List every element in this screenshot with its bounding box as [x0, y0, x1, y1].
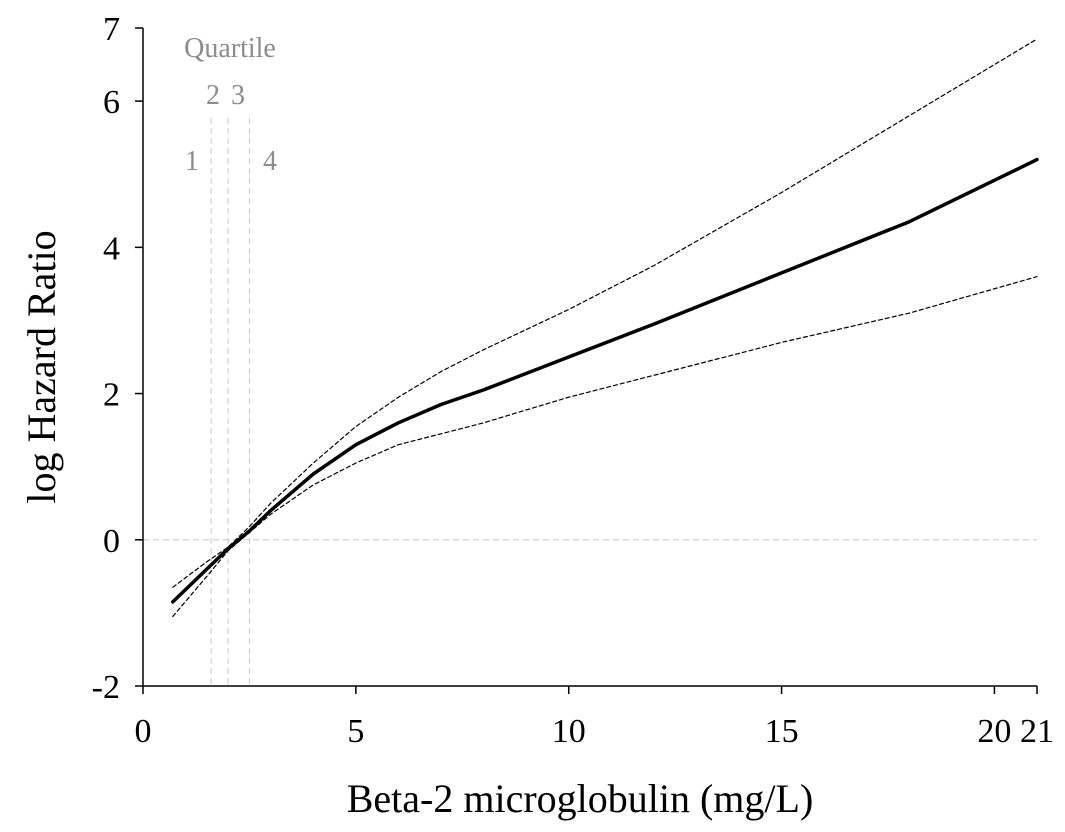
quartile-title: Quartile [184, 33, 276, 64]
x-tick-label: 15 [765, 713, 799, 750]
y-tick-label: 7 [103, 11, 120, 48]
series-line-upper-ci [172, 38, 1038, 588]
axis-layer [142, 28, 1037, 687]
quartile-label-1: 1 [185, 146, 199, 177]
x-tick-label: 10 [552, 713, 586, 750]
series-line-lower-ci [172, 276, 1038, 618]
x-tick-label: 0 [135, 713, 152, 750]
x-axis-title: Beta-2 microglobulin (mg/L) [347, 776, 814, 821]
x-tick-label: 5 [347, 713, 364, 750]
y-axis-title: log Hazard Ratio [19, 230, 64, 503]
y-tick-label: 2 [103, 377, 120, 414]
quartile-label-3: 3 [231, 80, 245, 111]
series-line-estimate [171, 157, 1039, 604]
x-tick-label: 20 [977, 713, 1011, 750]
y-tick-label: 6 [103, 84, 120, 121]
quartile-label-4: 4 [263, 146, 277, 177]
quartile-label-2: 2 [206, 80, 220, 111]
y-tick-label: 0 [103, 523, 120, 560]
y-tick-label: 4 [103, 230, 120, 267]
quartile-layer: Quartile 1 2 3 4 [184, 33, 277, 686]
x-tick-label: 21 [1020, 713, 1054, 750]
y-tick-label: -2 [92, 669, 120, 706]
series-layer [171, 38, 1039, 618]
